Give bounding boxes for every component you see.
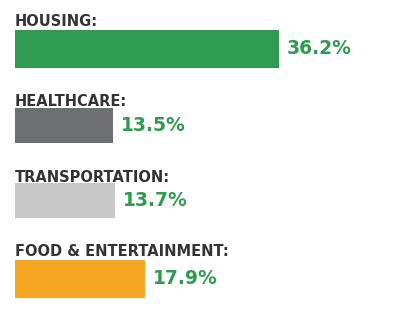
Bar <box>15 260 145 298</box>
Bar <box>15 108 113 143</box>
Text: HOUSING:: HOUSING: <box>15 15 98 30</box>
Text: 13.5%: 13.5% <box>121 116 186 135</box>
Text: 13.7%: 13.7% <box>123 191 188 210</box>
Bar <box>15 183 115 218</box>
Text: HEALTHCARE:: HEALTHCARE: <box>15 94 127 109</box>
Text: TRANSPORTATION:: TRANSPORTATION: <box>15 169 170 184</box>
Text: 17.9%: 17.9% <box>153 269 218 288</box>
Bar <box>15 30 279 68</box>
Text: FOOD & ENTERTAINMENT:: FOOD & ENTERTAINMENT: <box>15 245 229 259</box>
Text: 36.2%: 36.2% <box>287 39 352 59</box>
